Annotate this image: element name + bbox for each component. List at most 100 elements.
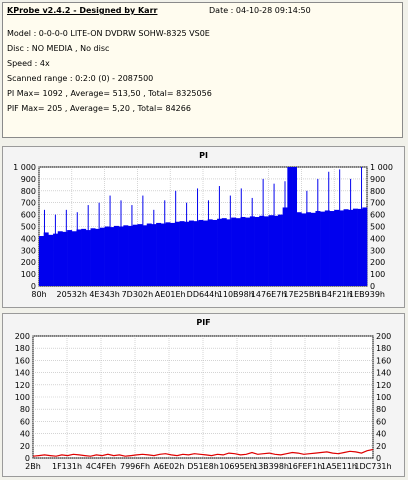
pi-x-tick-label: 80h: [31, 290, 46, 299]
pi-bar: [287, 167, 293, 286]
pi-chart-title: PI: [199, 151, 208, 160]
pi-bar: [62, 231, 68, 286]
pi-bar: [90, 228, 96, 286]
pi-x-tick-label: AE01Eh: [155, 290, 186, 299]
pi-x-tick-label: DD644h: [187, 290, 220, 299]
pi-bar: [231, 217, 237, 286]
pi-bar: [235, 218, 241, 286]
scanned-range-line: Scanned range : 0:2:0 (0) - 2087500: [7, 74, 154, 83]
pi-bar: [48, 234, 54, 286]
pi-y-tick-label-right: 400: [370, 234, 385, 243]
pi-bar: [67, 230, 73, 286]
pi-bar: [104, 226, 110, 286]
pi-y-tick-label-right: 900: [370, 175, 385, 184]
pi-chart: 1 000 1 000 900 900 800 800 700 700 600 600 500 500…: [13, 163, 393, 299]
pi-bar: [324, 210, 330, 286]
pi-bar: [170, 222, 176, 286]
pi-y-tick-label-left: 700: [21, 199, 36, 208]
pif-x-tick-label: 7996Fh: [120, 462, 150, 471]
pif-y-tick-label-right: 180: [376, 344, 391, 353]
pi-bar: [109, 227, 115, 286]
pif-y-tick-label-left: 180: [15, 344, 30, 353]
pif-chart-title: PIF: [196, 318, 211, 327]
pif-y-tick-label-left: 120: [15, 381, 30, 390]
pi-bar: [334, 209, 340, 286]
pif-y-tick-label-right: 140: [376, 369, 391, 378]
pi-bar: [259, 215, 265, 286]
pif-x-tick-label: D51E8h: [187, 462, 219, 471]
pif-y-tick-label-left: 200: [15, 332, 30, 341]
pi-bar: [142, 225, 148, 286]
pi-y-tick-label-left: 0: [31, 282, 36, 291]
pif-y-tick-label-left: 160: [15, 356, 30, 365]
pi-bar: [179, 221, 185, 286]
pi-x-tick-label: 1476E7h: [251, 290, 287, 299]
pi-y-tick-label-left: 400: [21, 234, 36, 243]
pi-bar: [296, 212, 302, 286]
pif-x-tick-label: A6E02h: [154, 462, 185, 471]
speed-line: Speed : 4x: [7, 59, 50, 68]
pi-bar: [310, 212, 316, 286]
pi-y-tick-label-right: 800: [370, 187, 385, 196]
pi-x-tick-label: 20532h: [57, 290, 88, 299]
pi-bar: [123, 225, 129, 286]
pi-y-tick-label-left: 900: [21, 175, 36, 184]
pi-bar: [128, 225, 134, 286]
pi-bar: [263, 216, 269, 286]
pi-chart-panel: PI 1 000 1 000 900 900 800 800 700 700 600 600 500…: [2, 146, 405, 308]
pi-bar: [165, 222, 171, 286]
pi-bar: [43, 232, 49, 286]
pi-bar: [343, 209, 349, 286]
pif-y-tick-label-right: 80: [376, 405, 386, 414]
pi-bar: [203, 220, 208, 286]
pi-bar: [306, 212, 312, 286]
pi-bar: [221, 218, 227, 286]
pif-series-line: [32, 448, 374, 457]
pi-bar: [76, 229, 82, 286]
pi-bar: [245, 217, 251, 286]
pi-bar: [329, 211, 335, 286]
model-line: Model : 0-0-0-0 LITE-ON DVDRW SOHW-8325 …: [7, 29, 210, 38]
pi-bar: [71, 231, 77, 286]
pi-y-tick-label-right: 100: [370, 270, 385, 279]
pif-y-tick-label-left: 80: [20, 405, 30, 414]
pi-y-tick-label-right: 600: [370, 211, 385, 220]
pi-bar: [292, 167, 298, 286]
pi-x-tick-label: 1EB939h: [349, 290, 385, 299]
pi-bar: [146, 223, 152, 286]
pi-bar: [198, 219, 204, 286]
pif-y-tick-label-left: 20: [20, 442, 30, 451]
pif-x-tick-label: 16FEF1h: [288, 462, 323, 471]
pif-chart-panel: PIF 200 200 180 180 160 160 140 140 120 120 100 100…: [2, 313, 405, 477]
scan-date: Date : 04-10-28 09:14:50: [209, 6, 311, 15]
pi-bar: [268, 215, 274, 286]
pif-y-tick-label-right: 20: [376, 442, 386, 451]
pif-y-tick-label-right: 40: [376, 430, 386, 439]
pi-bar: [226, 219, 232, 286]
pi-bar: [320, 211, 326, 286]
pi-y-tick-label-right: 700: [370, 199, 385, 208]
pi-bar: [277, 214, 283, 286]
pi-bar: [113, 225, 119, 286]
pi-bar: [273, 215, 279, 286]
pi-bar: [174, 221, 180, 286]
pif-x-tick-label: 1DC731h: [354, 462, 391, 471]
pi-bar: [193, 221, 199, 286]
pif-x-tick-label: 1A5E11h: [321, 462, 357, 471]
pi-bar: [352, 208, 358, 286]
pi-bar: [362, 207, 368, 286]
pi-bar: [357, 208, 363, 286]
pi-bar: [132, 224, 138, 286]
pif-y-tick-label-right: 60: [376, 417, 386, 426]
pif-x-tick-label: 13B398h: [253, 462, 289, 471]
pif-y-tick-label-left: 60: [20, 417, 30, 426]
pi-y-tick-label-right: 200: [370, 258, 385, 267]
pi-y-tick-label-left: 600: [21, 211, 36, 220]
pif-y-tick-label-right: 200: [376, 332, 391, 341]
pi-x-tick-label: 4E343h: [89, 290, 119, 299]
pif-y-tick-label-right: 100: [376, 393, 391, 402]
pif-y-tick-label-right: 120: [376, 381, 391, 390]
pi-bar: [39, 236, 44, 286]
pi-bar: [57, 231, 63, 286]
pi-y-tick-label-left: 800: [21, 187, 36, 196]
